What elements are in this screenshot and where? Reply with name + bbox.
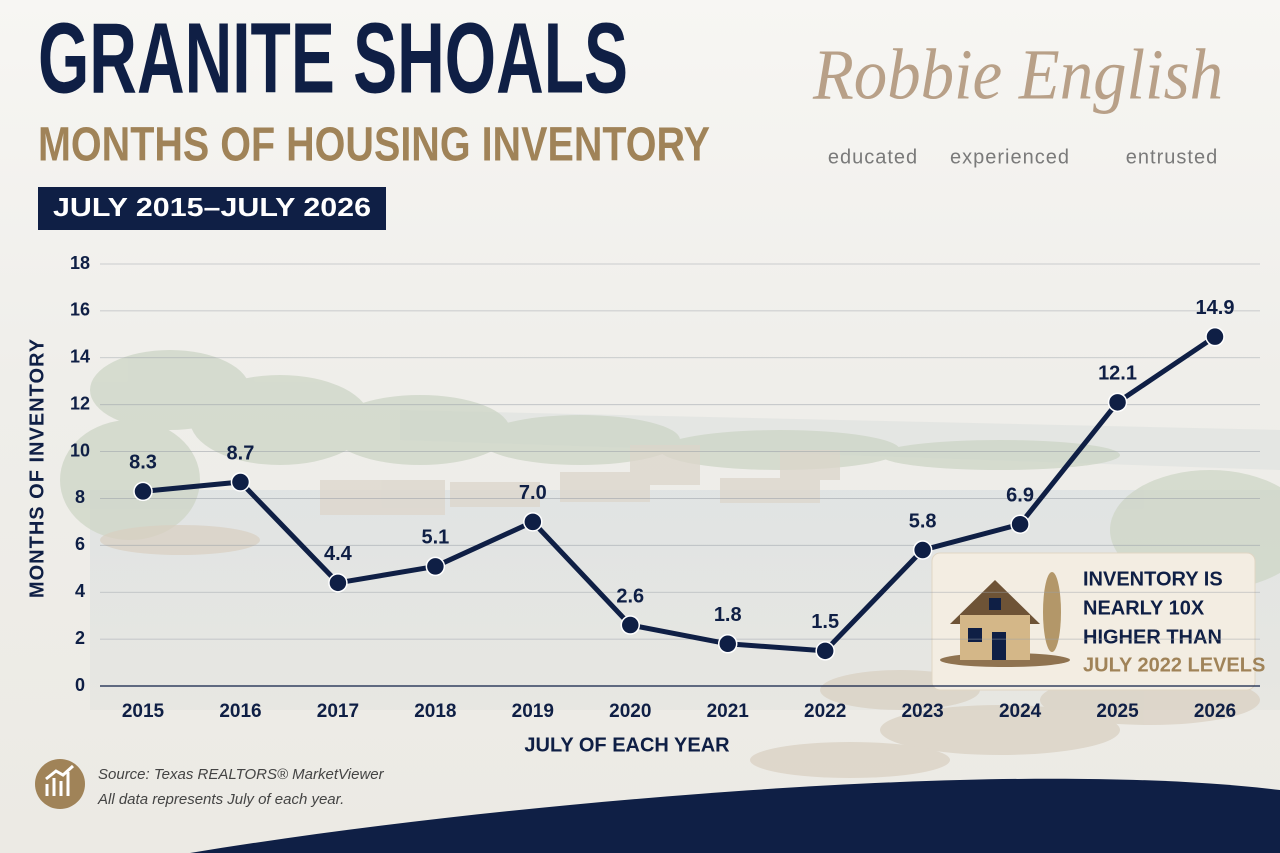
data-line (140, 334, 1218, 654)
data-point (230, 472, 251, 492)
y-tick-label: 8 (75, 487, 85, 507)
callout-text: INVENTORY IS (1083, 568, 1223, 590)
data-label: 5.1 (421, 527, 449, 549)
source-icon-glyph (45, 764, 75, 796)
date-badge (38, 187, 386, 230)
y-tick-label: 10 (70, 440, 90, 460)
data-point (620, 615, 641, 635)
data-label: 4.4 (324, 543, 353, 565)
x-tick-label: 2016 (219, 701, 261, 722)
data-point (425, 556, 446, 577)
y-tick-label: 18 (70, 253, 90, 273)
data-point (1205, 326, 1225, 347)
house-window (989, 598, 1001, 610)
callout-text: HIGHER THAN (1083, 626, 1222, 648)
data-point (815, 641, 835, 661)
plot: 0 2 4 6 8 10 12 14 16 18 2015 2016 2017 2018 2019 2020 2… (70, 253, 1260, 722)
data-label: 8.3 (129, 452, 157, 474)
chart-title: GRANITE SHOALS (38, 2, 628, 114)
x-tick-label: 2018 (414, 701, 456, 722)
data-label: 1.8 (714, 604, 742, 626)
house-door (992, 632, 1006, 660)
tree-icon (1043, 572, 1061, 652)
x-tick-label: 2023 (901, 701, 943, 722)
x-tick-label: 2017 (317, 701, 359, 722)
data-label: 1.5 (811, 611, 839, 633)
x-axis-title: JULY OF EACH YEAR (524, 734, 730, 756)
x-tick-label: 2024 (999, 701, 1042, 722)
data-label: 6.9 (1006, 485, 1034, 507)
data-point (717, 634, 738, 654)
callout: INVENTORY IS NEARLY 10X HIGHER THAN JULY… (931, 552, 1265, 691)
x-tick-label: 2026 (1194, 701, 1236, 722)
brand-tagline: experienced (950, 146, 1070, 168)
brand-tagline: entrusted (1126, 146, 1218, 168)
brush-stroke (190, 778, 1280, 853)
chart-subtitle: MONTHS OF HOUSING INVENTORY (38, 119, 710, 172)
y-tick-label: 6 (75, 534, 85, 554)
houses (320, 445, 840, 515)
data-point (1107, 392, 1128, 413)
source-text: All data represents July of each year. (97, 791, 344, 808)
callout-text: NEARLY 10X (1083, 597, 1205, 619)
data-label: 12.1 (1098, 363, 1137, 385)
house-window (968, 628, 982, 642)
y-tick-label: 14 (70, 347, 90, 367)
source-text: Source: Texas REALTORS® MarketViewer (98, 766, 385, 783)
data-label: 8.7 (227, 442, 255, 464)
data-point (1010, 514, 1030, 534)
x-tick-label: 2020 (609, 701, 651, 722)
data-point (328, 573, 348, 593)
y-axis-title: MONTHS OF INVENTORY (26, 338, 48, 598)
data-label: 5.8 (909, 510, 937, 532)
y-tick-label: 2 (75, 628, 85, 648)
callout-text: JULY 2022 LEVELS (1083, 654, 1265, 676)
x-tick-label: 2025 (1096, 701, 1139, 722)
x-tick-label: 2019 (512, 701, 554, 722)
data-label: 14.9 (1196, 297, 1235, 319)
y-tick-label: 0 (75, 675, 85, 695)
brand-name: Robbie English (812, 35, 1223, 115)
data-label: 2.6 (616, 585, 644, 607)
y-tick-label: 4 (75, 581, 85, 601)
data-point (912, 540, 933, 560)
x-tick-label: 2022 (804, 701, 846, 722)
y-tick-label: 12 (70, 393, 90, 413)
date-range: JULY 2015–JULY 2026 (53, 192, 371, 222)
data-point (523, 512, 543, 532)
x-tick-label: 2021 (707, 701, 750, 722)
data-label: 7.0 (519, 482, 547, 504)
x-tick-label: 2015 (122, 701, 165, 722)
y-tick-label: 16 (70, 300, 90, 320)
data-point (133, 481, 153, 502)
brand-tagline: educated (828, 146, 918, 168)
